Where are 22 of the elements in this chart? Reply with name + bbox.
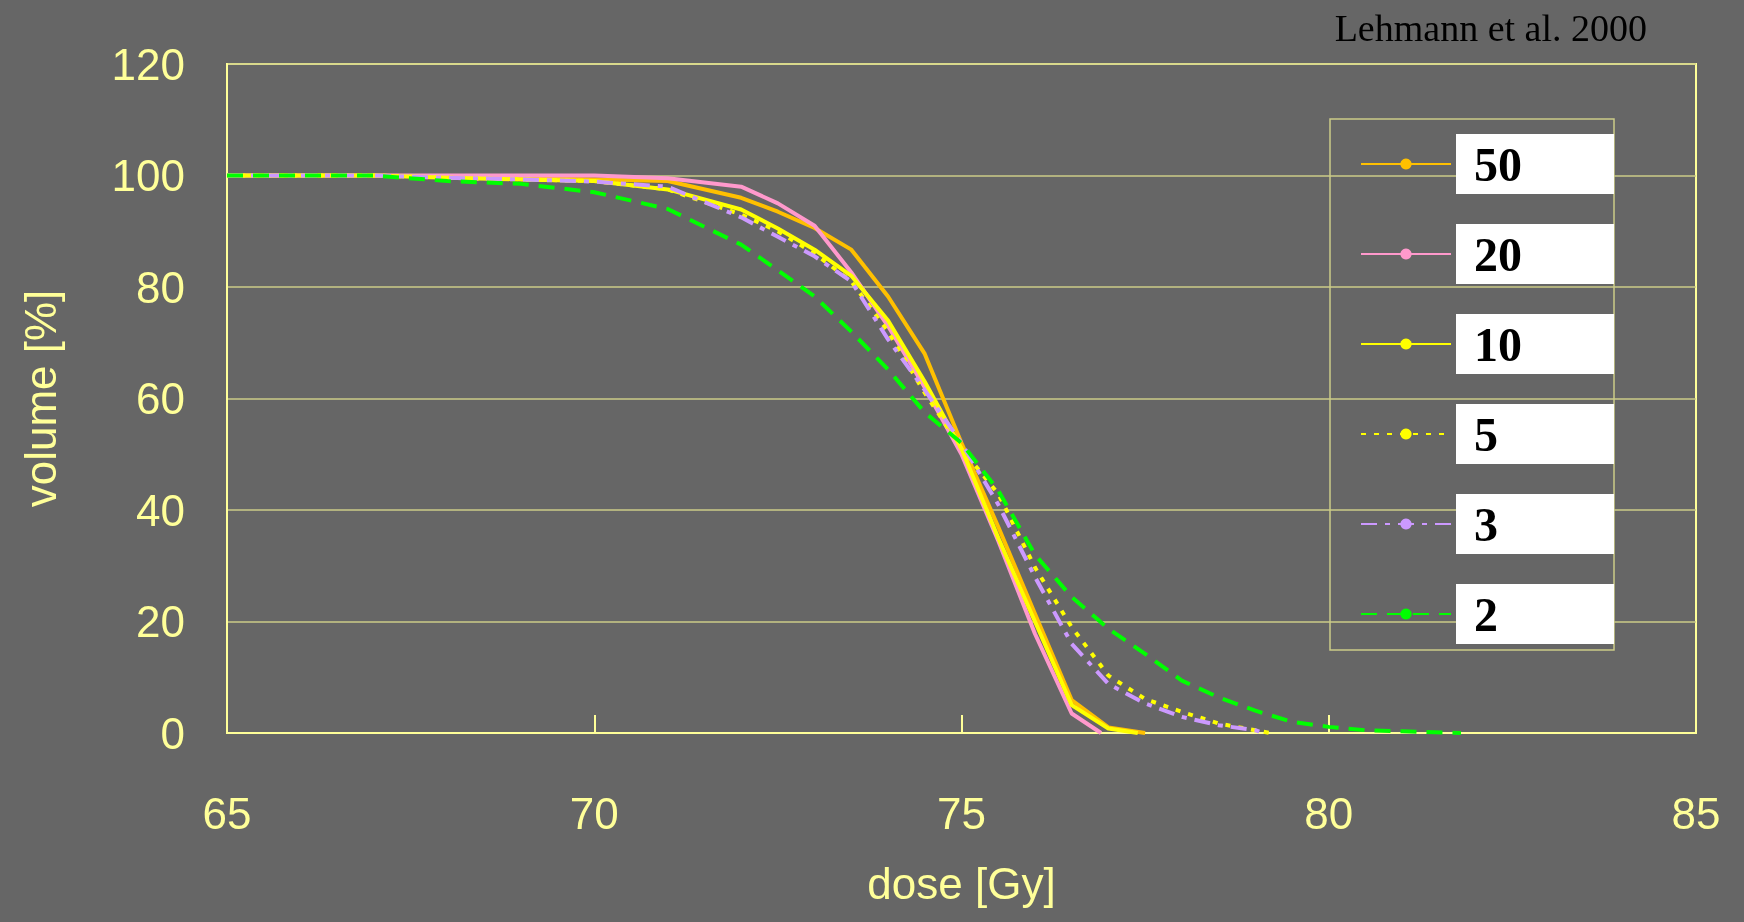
y-axis-title: volume [%] — [15, 289, 65, 508]
legend-label: 50 — [1474, 137, 1522, 191]
x-tick-label: 65 — [202, 788, 252, 838]
x-tick-label: 80 — [1304, 788, 1354, 838]
x-tick-label: 75 — [937, 788, 986, 838]
legend-label: 20 — [1474, 227, 1522, 281]
legend-label: 3 — [1474, 497, 1498, 551]
y-tick-label: 0 — [160, 708, 185, 758]
line-series — [225, 173, 1463, 735]
y-tick-label: 100 — [111, 151, 185, 200]
y-tick-label: 120 — [111, 39, 185, 89]
text: Lehmann et al. 2000 — [1334, 7, 1648, 49]
y-tick-label: 60 — [136, 374, 185, 423]
x-tick-label: 70 — [569, 788, 619, 838]
legend-label: 10 — [1474, 317, 1522, 371]
y-tick-label: 20 — [136, 597, 185, 646]
x-tick-label: 85 — [1671, 788, 1721, 838]
x-axis-title: dose [Gy] — [867, 858, 1056, 908]
y-tick-label: 80 — [136, 262, 185, 312]
legend-label: 2 — [1474, 587, 1498, 641]
legend-label: 5 — [1474, 407, 1498, 461]
y-tick-label: 40 — [136, 485, 185, 535]
